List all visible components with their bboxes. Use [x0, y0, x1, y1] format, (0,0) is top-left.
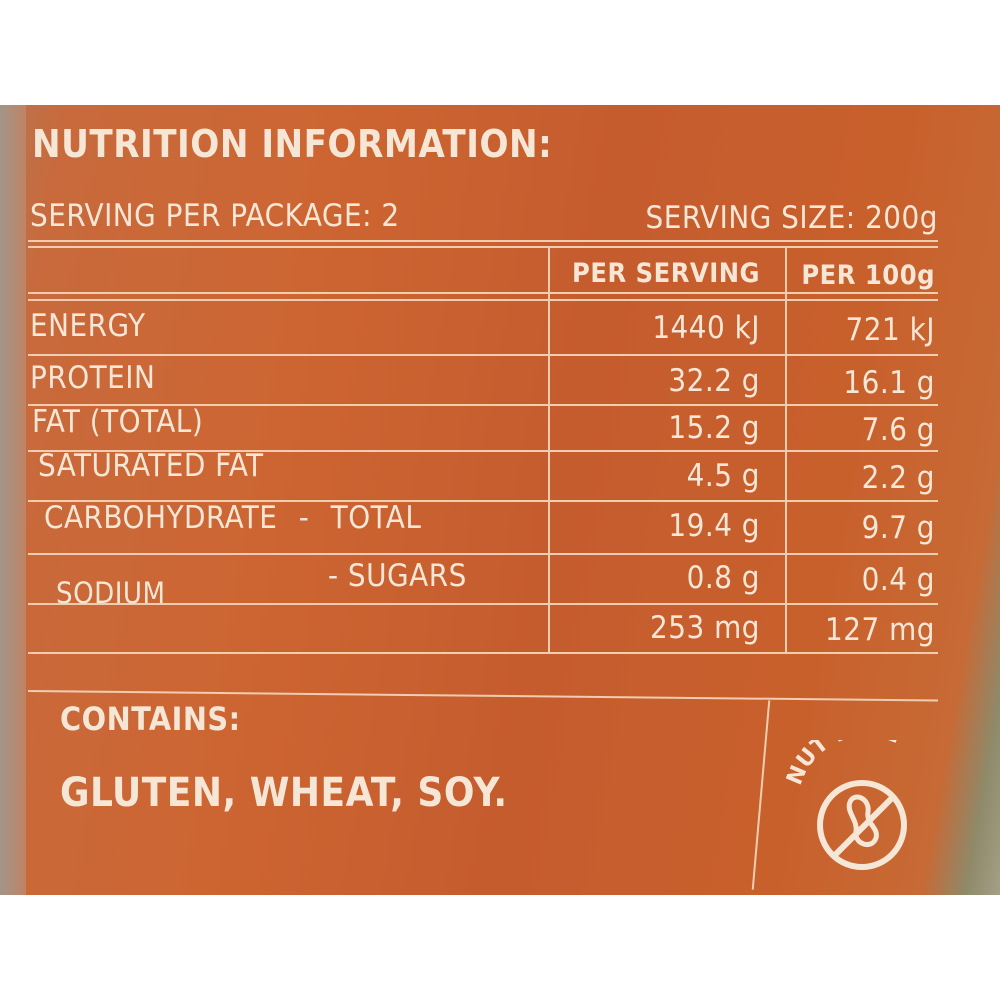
nut-free-badge: NUT FREE — [780, 717, 950, 870]
carbohydrate-per-100g: 9.7 g — [861, 510, 935, 546]
saturated-fat-per-100g: 2.2 g — [861, 460, 935, 496]
servings-per-package: SERVING PER PACKAGE: 2 — [30, 198, 400, 234]
serving-size: SERVING SIZE: 200g — [645, 200, 938, 236]
column-header-per-100g: PER 100g — [801, 260, 935, 291]
row-label-carbohydrate: CARBOHYDRATE - TOTAL — [44, 500, 422, 536]
energy-per-100g: 721 kJ — [845, 312, 935, 348]
fat-per-serving: 15.2 g — [668, 410, 760, 446]
protein-per-serving: 32.2 g — [668, 363, 760, 399]
row-divider — [28, 553, 938, 555]
divider — [28, 292, 938, 294]
carbohydrate-per-serving: 19.4 g — [668, 508, 760, 544]
row-divider — [28, 450, 938, 452]
table-bottom-line — [28, 652, 938, 654]
row-divider — [28, 354, 938, 356]
nutrition-title: NUTRITION INFORMATION: — [32, 122, 553, 166]
row-divider — [28, 500, 938, 502]
column-header-per-serving: PER SERVING — [572, 258, 760, 289]
row-label-saturated-fat: SATURATED FAT — [38, 448, 264, 484]
row-label-energy: ENERGY — [30, 308, 146, 344]
divider — [28, 240, 938, 242]
row-label-sugars: - SUGARS — [328, 558, 467, 594]
sugars-per-100g: 0.4 g — [861, 562, 935, 598]
no-peanut-icon: NUT FREE — [782, 717, 907, 870]
svg-text:NUT FREE: NUT FREE — [782, 740, 904, 789]
sodium-per-100g: 127 mg — [825, 612, 935, 648]
row-divider — [28, 404, 938, 406]
divider — [28, 246, 938, 248]
sodium-per-serving: 253 mg — [650, 610, 760, 646]
row-label-sodium: SODIUM — [56, 576, 166, 610]
row-label-protein: PROTEIN — [30, 360, 156, 396]
divider — [28, 299, 938, 301]
row-label-fat-total: FAT (TOTAL) — [32, 404, 204, 440]
badge-text: NUT FREE — [782, 717, 904, 789]
package-edge — [0, 105, 26, 895]
sugars-per-serving: 0.8 g — [686, 560, 760, 596]
energy-per-serving: 1440 kJ — [652, 310, 760, 346]
protein-per-100g: 16.1 g — [843, 365, 935, 401]
allergens-list: GLUTEN, WHEAT, SOY. — [60, 770, 508, 816]
contains-heading: CONTAINS: — [60, 700, 241, 738]
saturated-fat-per-serving: 4.5 g — [686, 458, 760, 494]
fat-per-100g: 7.6 g — [861, 412, 935, 448]
row-divider — [28, 603, 938, 605]
